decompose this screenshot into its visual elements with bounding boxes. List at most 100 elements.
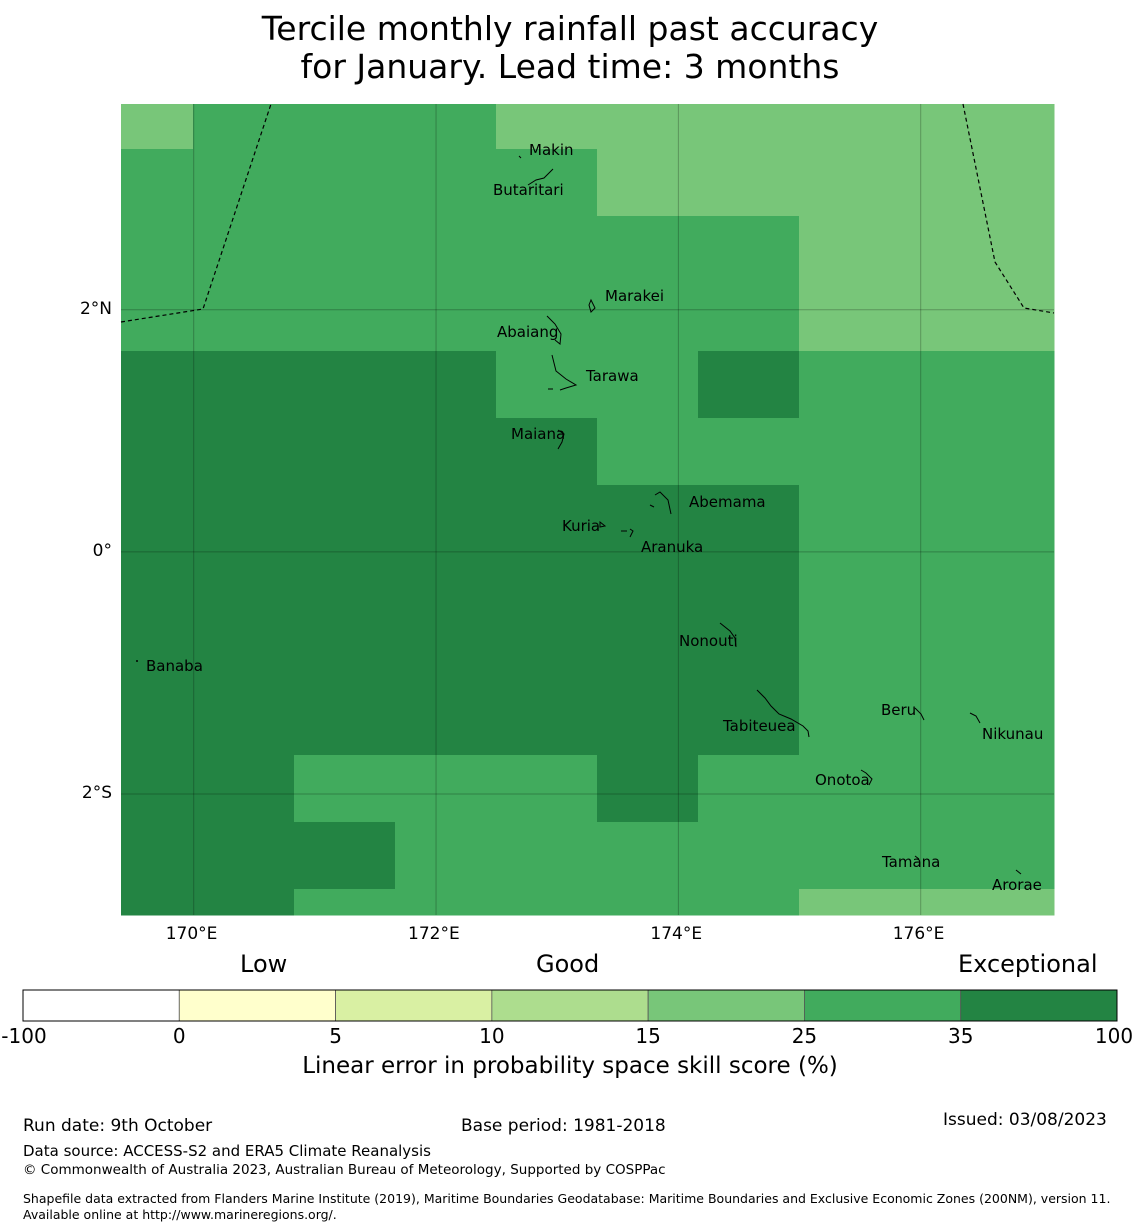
base-period: Base period: 1981-2018 (461, 1116, 666, 1136)
grid-cell (294, 149, 396, 217)
colorbar-tick-label: 25 (791, 1024, 818, 1048)
lon-tick-label: 174°E (650, 924, 703, 944)
data-source: Data source: ACCESS-S2 and ERA5 Climate … (23, 1142, 431, 1160)
grid-cell (1001, 621, 1055, 689)
grid-cell (698, 216, 800, 285)
grid-cell (193, 216, 295, 285)
grid-cell (799, 889, 901, 916)
grid-cell (294, 822, 396, 890)
grid-cell (1001, 688, 1055, 756)
colorbar-bin (335, 989, 493, 1022)
grid-cell (496, 216, 598, 285)
grid-cell (395, 104, 497, 150)
grid-cell (597, 621, 699, 689)
colorbar-bin (647, 989, 805, 1022)
colorbar-label-exceptional: Exceptional (958, 950, 1098, 978)
grid-cell (395, 418, 497, 486)
grid-cell (1001, 149, 1055, 217)
grid-cell (698, 149, 800, 217)
island-outlines (136, 155, 1022, 875)
grid-cell (395, 553, 497, 622)
grid-cell (121, 755, 194, 823)
colorbar-bin (178, 989, 336, 1022)
grid-cell (496, 485, 598, 554)
grid-cell (900, 104, 1002, 150)
grid-cell (121, 351, 194, 419)
place-label-tamana: Tamana (882, 853, 941, 871)
grid-cell (193, 889, 295, 916)
place-label-abaiang: Abaiang (497, 323, 559, 341)
grid-cell (294, 755, 396, 823)
grid-cell (121, 284, 194, 352)
place-label-abemama: Abemama (689, 493, 766, 511)
grid-cell (799, 485, 901, 554)
tarawa-outline (548, 354, 578, 391)
eez-boundary-east (962, 103, 1055, 314)
grid-cell (799, 553, 901, 622)
colorbar-bin (804, 989, 962, 1022)
grid-cell (597, 688, 699, 756)
eez-boundary-west (120, 103, 272, 323)
onotoa-outline (860, 769, 873, 786)
grid-cell (121, 553, 194, 622)
grid-cell (597, 822, 699, 890)
colorbar-tick-label: 10 (479, 1024, 505, 1048)
colorbar-bin (491, 989, 649, 1022)
grid-cell (698, 418, 800, 486)
grid-cell (1001, 104, 1055, 150)
place-label-banaba: Banaba (146, 657, 203, 675)
grid-cell (900, 351, 1002, 419)
grid-cell (193, 284, 295, 352)
grid-cell (698, 621, 800, 689)
tabiteuea-outline (756, 689, 810, 738)
grid-cell (900, 889, 1002, 916)
colorbar-label-good: Good (536, 950, 600, 978)
colorbar-outline (22, 989, 1118, 1022)
grid-cell (121, 104, 194, 150)
grid-cell (395, 889, 497, 916)
grid-cell (1001, 553, 1055, 622)
colorbar-label-low: Low (240, 950, 288, 978)
lat-tick-label: 2°N (79, 298, 112, 319)
grid-cell (799, 822, 901, 890)
grid-cell (597, 216, 699, 285)
colorbar-title: Linear error in probability space skill … (302, 1053, 838, 1079)
grid-cell (121, 889, 194, 916)
abemama-outline (649, 491, 672, 515)
grid-cell (597, 755, 699, 823)
grid-cell (395, 351, 497, 419)
colorbar-tick-label: 35 (947, 1024, 974, 1048)
issued-date: Issued: 03/08/2023 (943, 1110, 1107, 1130)
colorbar-bin (960, 989, 1118, 1022)
grid-cell (294, 216, 396, 285)
grid-cell (1001, 284, 1055, 352)
grid-cell (799, 284, 901, 352)
grid-cell (698, 553, 800, 622)
shapefile-credit: Shapefile data extracted from Flanders M… (23, 1191, 1111, 1222)
grid-cell (294, 485, 396, 554)
grid-cell (294, 104, 396, 150)
grid-cell (900, 284, 1002, 352)
colorbar-bin (22, 989, 180, 1022)
abaiang-outline (546, 315, 562, 345)
marakei-outline (588, 298, 596, 313)
grid-cell (900, 216, 1002, 285)
grid-cell (698, 104, 800, 150)
grid-cell (900, 621, 1002, 689)
grid-cell (900, 553, 1002, 622)
grid-cell (799, 104, 901, 150)
grid-cell (597, 889, 699, 916)
grid-cell (597, 284, 699, 352)
grid-cell (698, 755, 800, 823)
colorbar-tick-label: -100 (1, 1024, 47, 1048)
place-label-butaritari: Butaritari (493, 181, 564, 199)
makin-outline (518, 155, 522, 159)
skill-grid (121, 104, 1055, 916)
grid-cell (496, 822, 598, 890)
grid-cell (496, 755, 598, 823)
lon-tick-label: 176°E (892, 924, 945, 944)
grid-cell (698, 889, 800, 916)
place-label-marakei: Marakei (605, 287, 665, 305)
grid-cell (496, 621, 598, 689)
grid-cell (496, 889, 598, 916)
